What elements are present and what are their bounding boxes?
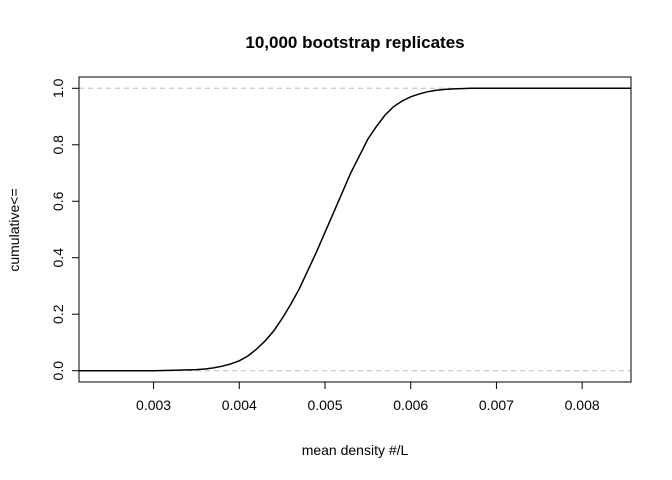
x-axis-label: mean density #/L bbox=[302, 442, 409, 458]
x-tick-label: 0.006 bbox=[393, 397, 428, 413]
y-tick-label: 0.0 bbox=[50, 361, 66, 381]
reference-lines bbox=[79, 87, 631, 372]
x-tick-label: 0.004 bbox=[222, 397, 257, 413]
y-tick-label: 0.4 bbox=[50, 248, 66, 268]
x-tick-label: 0.008 bbox=[565, 397, 600, 413]
x-axis: 0.003 0.004 0.005 0.006 0.007 0.008 bbox=[136, 382, 600, 413]
y-axis: 0.0 0.2 0.4 0.6 0.8 1.0 bbox=[50, 78, 79, 380]
x-tick-label: 0.005 bbox=[307, 397, 342, 413]
y-axis-label: cumulative<= bbox=[6, 188, 22, 271]
chart-title: 10,000 bootstrap replicates bbox=[245, 33, 464, 52]
y-tick-label: 0.8 bbox=[50, 135, 66, 155]
y-tick-label: 1.0 bbox=[50, 78, 66, 98]
plot-frame bbox=[78, 76, 632, 383]
x-tick-label: 0.003 bbox=[136, 397, 171, 413]
y-tick-label: 0.2 bbox=[50, 304, 66, 324]
y-tick-label: 0.6 bbox=[50, 191, 66, 211]
cdf-series bbox=[79, 87, 631, 372]
x-tick-label: 0.007 bbox=[479, 397, 514, 413]
cdf-line-0 bbox=[79, 87, 631, 372]
